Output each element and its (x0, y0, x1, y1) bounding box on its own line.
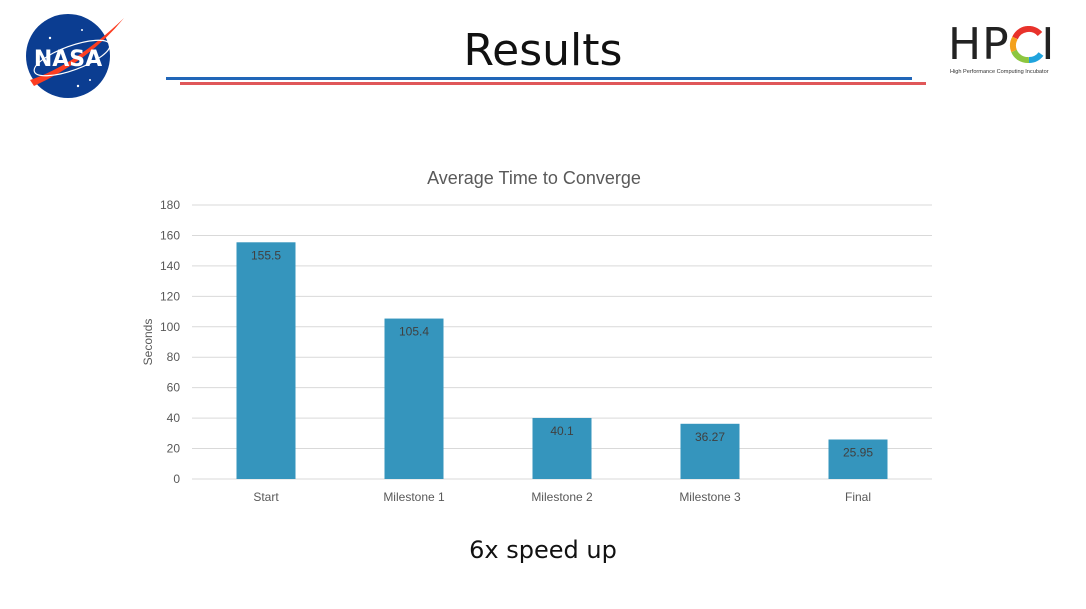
nasa-wordmark: NASA (34, 47, 102, 72)
y-tick-label: 100 (160, 320, 180, 334)
hpci-logo: HPCI High Performance Computing Incubato… (948, 22, 1062, 78)
x-tick-label: Start (253, 490, 279, 504)
chart-title: Average Time to Converge (427, 168, 641, 188)
hpci-wordmark: HPCI (948, 19, 1056, 70)
data-label: 25.95 (843, 445, 873, 459)
bar-start (236, 242, 296, 479)
title-rule-red (180, 82, 926, 85)
y-tick-label: 120 (160, 289, 180, 303)
x-tick-label: Milestone 2 (531, 490, 593, 504)
hpci-c-ring-icon (1009, 26, 1044, 64)
data-label: 105.4 (399, 325, 429, 339)
x-tick-label: Milestone 3 (679, 490, 741, 504)
speedup-caption: 6x speed up (469, 536, 617, 564)
slide-title: Results (463, 25, 623, 76)
y-tick-label: 20 (167, 442, 181, 456)
bar-milestone-2 (532, 417, 592, 479)
data-label: 36.27 (695, 430, 725, 444)
bar-final (828, 439, 888, 479)
y-tick-label: 60 (167, 381, 181, 395)
y-tick-label: 160 (160, 228, 180, 242)
y-tick-label: 0 (173, 472, 180, 486)
bar-milestone-1 (384, 318, 444, 479)
title-rule-blue (166, 77, 912, 80)
data-label: 40.1 (550, 424, 574, 438)
y-tick-label: 80 (167, 350, 181, 364)
x-tick-label: Final (845, 490, 871, 504)
nasa-logo: NASA (20, 10, 130, 102)
hpci-subtitle: High Performance Computing Incubator (950, 69, 1049, 75)
y-axis-label: Seconds (141, 319, 155, 366)
bar-milestone-3 (680, 423, 740, 479)
y-tick-label: 140 (160, 259, 180, 273)
y-tick-label: 40 (167, 411, 181, 425)
x-tick-label: Milestone 1 (383, 490, 445, 504)
data-label: 155.5 (251, 248, 281, 262)
y-tick-label: 180 (160, 198, 180, 212)
